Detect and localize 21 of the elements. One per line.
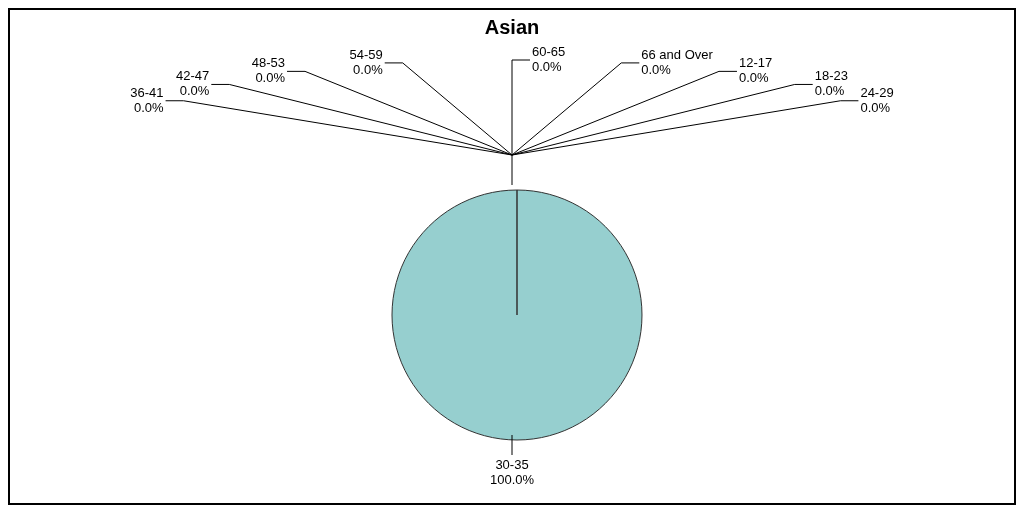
category-label: 24-29 [860,84,894,100]
category-label: 12-17 [738,55,773,71]
slice-label: 30-35 [495,457,529,472]
text: 0.0% [179,83,210,99]
category-label: 60-65 [532,44,566,59]
text: 0.0% [641,61,671,77]
category-label: 36-41 [130,84,164,100]
text: 0.0% [814,83,845,99]
category-label: 48-53 [251,55,286,71]
category-label: 42-47 [176,68,210,84]
text: 0.0% [353,61,383,77]
category-label: 66 and Over [641,46,713,62]
text: 0.0% [255,70,286,86]
text: 0.0% [860,99,891,115]
category-label: 18-23 [814,68,848,84]
category-label: 54-59 [349,46,383,62]
chart-title: Asian [483,16,541,39]
text: 0.0% [532,59,562,74]
text: 0.0% [738,70,769,86]
text: 0.0% [133,99,164,115]
data-label: 100.0% [489,472,535,487]
